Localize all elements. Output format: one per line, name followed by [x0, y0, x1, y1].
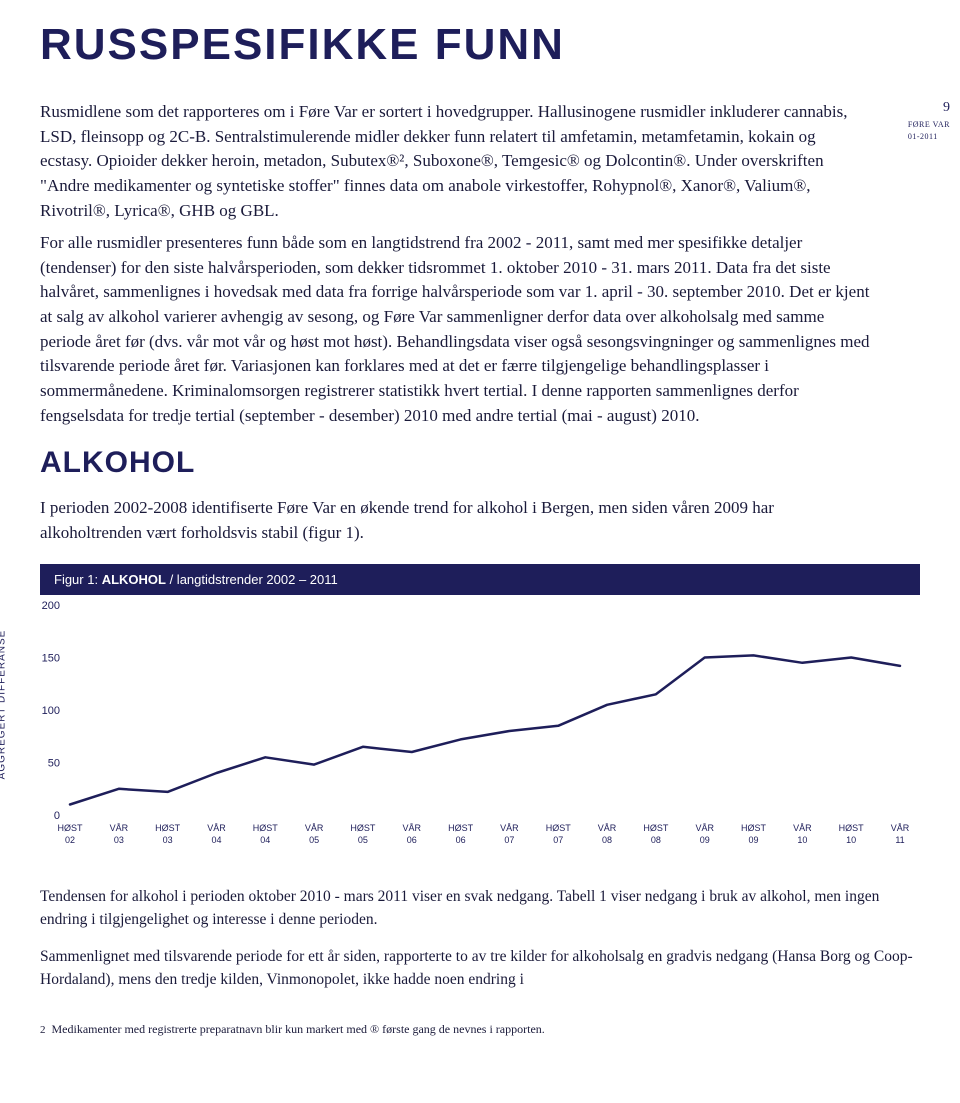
svg-text:HØST: HØST: [448, 823, 474, 833]
svg-text:10: 10: [846, 835, 856, 845]
trend-para-1: Tendensen for alkohol i perioden oktober…: [40, 885, 920, 932]
page-meta-line2: 01-2011: [908, 132, 938, 141]
footnote-text: Medikamenter med registrerte preparatnav…: [52, 1022, 545, 1036]
alkohol-intro-para: I perioden 2002-2008 identifiserte Føre …: [40, 496, 920, 545]
svg-text:04: 04: [260, 835, 270, 845]
svg-text:200: 200: [42, 600, 60, 612]
svg-text:HØST: HØST: [839, 823, 865, 833]
svg-text:100: 100: [42, 705, 60, 717]
svg-text:08: 08: [651, 835, 661, 845]
svg-text:07: 07: [504, 835, 514, 845]
svg-text:VÅR: VÅR: [598, 823, 617, 833]
footnote-num: 2: [40, 1024, 46, 1036]
chart-container: AGGREGERT DIFFERANSE 050100150200HØST02V…: [20, 595, 920, 855]
intro-para-2: For alle rusmidler presenteres funn både…: [40, 231, 920, 428]
svg-text:HØST: HØST: [155, 823, 181, 833]
svg-text:09: 09: [749, 835, 759, 845]
svg-text:VÅR: VÅR: [695, 823, 714, 833]
svg-text:08: 08: [602, 835, 612, 845]
svg-text:VÅR: VÅR: [500, 823, 519, 833]
intro-block: 9 FØRE VAR 01-2011 Rusmidlene som det ra…: [40, 100, 920, 428]
svg-text:VÅR: VÅR: [305, 823, 324, 833]
footnote: 2 Medikamenter med registrerte preparatn…: [40, 1022, 920, 1037]
svg-text:VÅR: VÅR: [207, 823, 226, 833]
svg-text:02: 02: [65, 835, 75, 845]
main-title: RUSSPESIFIKKE FUNN: [40, 20, 920, 70]
svg-text:150: 150: [42, 652, 60, 664]
svg-text:11: 11: [895, 835, 904, 845]
svg-text:VÅR: VÅR: [110, 823, 129, 833]
trend-para-2: Sammenlignet med tilsvarende periode for…: [40, 945, 920, 992]
svg-text:HØST: HØST: [57, 823, 83, 833]
svg-text:04: 04: [211, 835, 221, 845]
chart-header: Figur 1: ALKOHOL / langtidstrender 2002 …: [40, 564, 920, 595]
page-number: 9: [908, 100, 950, 117]
svg-text:03: 03: [114, 835, 124, 845]
svg-text:10: 10: [797, 835, 807, 845]
svg-text:HØST: HØST: [643, 823, 669, 833]
svg-text:05: 05: [309, 835, 319, 845]
svg-text:VÅR: VÅR: [403, 823, 422, 833]
svg-text:HØST: HØST: [546, 823, 572, 833]
y-axis-label: AGGREGERT DIFFERANSE: [0, 629, 8, 779]
svg-text:06: 06: [407, 835, 417, 845]
svg-text:05: 05: [358, 835, 368, 845]
line-chart: 050100150200HØST02VÅR03HØST03VÅR04HØST04…: [20, 595, 920, 855]
intro-para-1: Rusmidlene som det rapporteres om i Føre…: [40, 100, 920, 223]
chart-label-rest: / langtidstrender 2002 – 2011: [166, 572, 338, 587]
svg-text:VÅR: VÅR: [793, 823, 812, 833]
svg-text:0: 0: [54, 810, 60, 822]
page-meta: 9 FØRE VAR 01-2011: [908, 100, 950, 143]
svg-text:HØST: HØST: [253, 823, 279, 833]
sub-title-alkohol: ALKOHOL: [40, 446, 920, 480]
svg-text:06: 06: [456, 835, 466, 845]
svg-text:VÅR: VÅR: [891, 823, 910, 833]
chart-label-bold: ALKOHOL: [102, 572, 166, 587]
svg-text:07: 07: [553, 835, 563, 845]
svg-text:03: 03: [163, 835, 173, 845]
page-meta-line1: FØRE VAR: [908, 120, 950, 129]
chart-prefix: Figur 1:: [54, 572, 102, 587]
svg-text:HØST: HØST: [350, 823, 376, 833]
svg-text:09: 09: [700, 835, 710, 845]
svg-text:HØST: HØST: [741, 823, 767, 833]
svg-text:50: 50: [48, 757, 60, 769]
